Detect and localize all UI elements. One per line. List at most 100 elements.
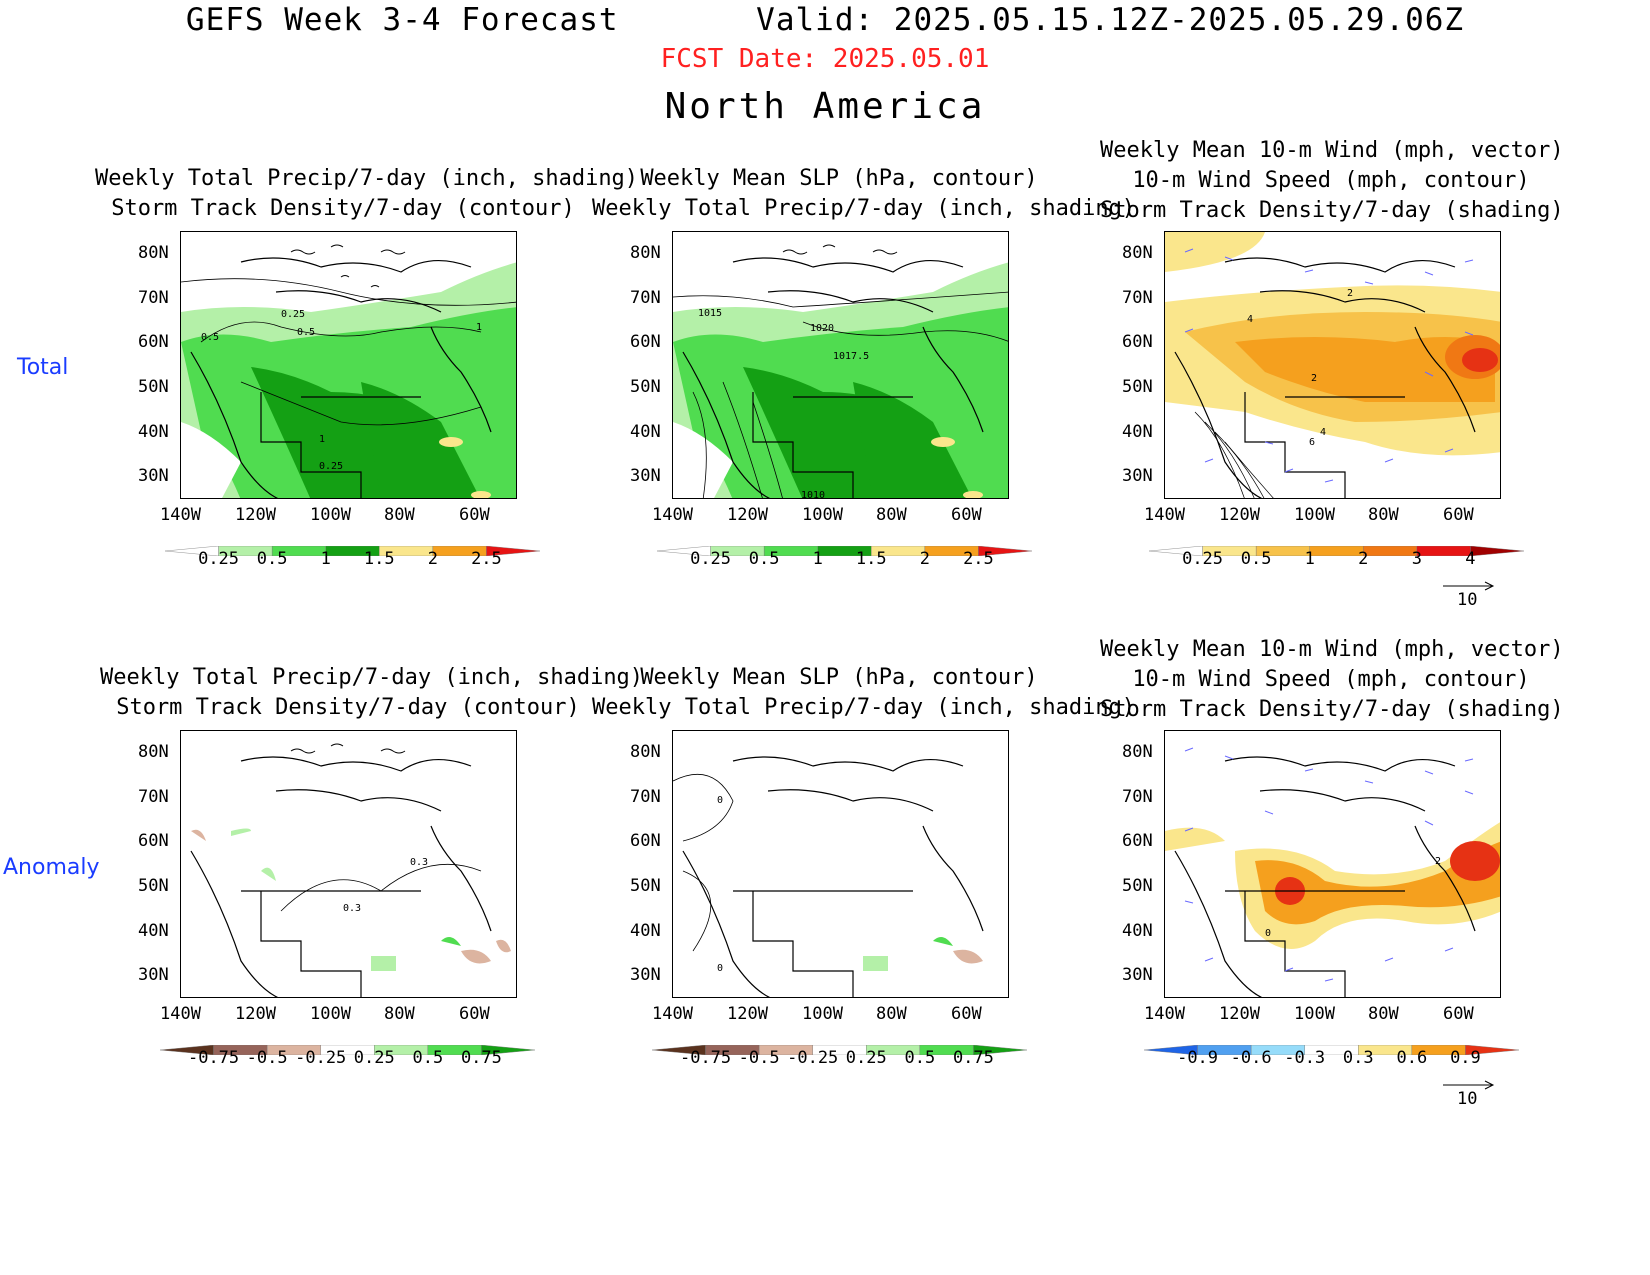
panel-title-line2: Weekly Total Precip/7-day (inch, shading… <box>592 196 1136 221</box>
colorbar-segment <box>978 545 1033 557</box>
colorbar-label: 0.25 <box>198 549 240 569</box>
figure-title: GEFS Week 3-4 Forecast Valid: 2025.05.15… <box>185 2 1465 38</box>
panel-title-precip-total: Weekly Total Precip/7-day (inch, shading… <box>95 164 638 224</box>
colorbar-label: 2.5 <box>471 549 502 569</box>
row-label-anomaly: Anomaly <box>3 855 100 880</box>
lat-tick-label: 60N <box>630 831 661 851</box>
colorbar-label: 0.5 <box>904 1048 936 1068</box>
colorbar-label: 0.75 <box>952 1048 994 1068</box>
panel-title-line2: Weekly Total Precip/7-day (inch, shading… <box>592 695 1136 720</box>
lat-tick-label: 50N <box>630 377 661 397</box>
lon-tick-label: 80W <box>876 1004 907 1024</box>
lat-tick-label: 30N <box>138 466 169 486</box>
colorbar-label: 0.25 <box>353 1048 395 1068</box>
lat-tick-label: 30N <box>1122 466 1153 486</box>
panel-title-line1: Weekly Mean 10-m Wind (mph, vector) <box>1100 138 1564 163</box>
lat-tick-label: 40N <box>630 921 661 941</box>
lon-tick-label: 100W <box>802 1004 843 1024</box>
colorbar-label: 2 <box>1358 549 1369 569</box>
colorbar-label: 1.5 <box>855 549 887 569</box>
lat-tick-label: 50N <box>1122 876 1153 896</box>
contour-label: 1 <box>319 434 325 445</box>
contour-label: 0.5 <box>297 327 315 338</box>
lat-tick-label: 80N <box>1122 243 1153 263</box>
colorbar-label: -0.6 <box>1230 1048 1272 1068</box>
lon-tick-label: 60W <box>951 1004 982 1024</box>
lat-tick-label: 30N <box>1122 965 1153 985</box>
map-precip-anom: 0.3 0.3 <box>180 730 517 998</box>
lon-tick-label: 60W <box>951 505 982 525</box>
contour-label: 1010 <box>801 490 825 499</box>
map-slp-total: 1015 1020 1017.5 1010 <box>672 231 1009 499</box>
lon-tick-label: 140W <box>160 1004 201 1024</box>
lat-tick-label: 70N <box>630 288 661 308</box>
map-slp-anom: 0 0 <box>672 730 1009 998</box>
panel-title-line1: Weekly Total Precip/7-day (inch, shading… <box>100 665 644 690</box>
map-wind-total: 4 2 2 4 6 <box>1164 231 1501 499</box>
vector-reference-label: 10 <box>1457 590 1478 610</box>
colorbar-label: 0.5 <box>1240 549 1272 569</box>
lon-tick-label: 140W <box>652 1004 693 1024</box>
map-wind-anom: 2 0 <box>1164 730 1501 998</box>
panel-title-precip-anom: Weekly Total Precip/7-day (inch, shading… <box>100 663 644 723</box>
vector-reference-anom: 10 <box>1443 1077 1497 1109</box>
lat-tick-label: 40N <box>630 422 661 442</box>
vector-reference-label: 10 <box>1457 1089 1478 1109</box>
lon-tick-label: 80W <box>384 505 415 525</box>
colorbar-label: -0.5 <box>246 1048 288 1068</box>
lat-tick-label: 50N <box>138 876 169 896</box>
panel-title-line3: Storm Track Density/7-day (shading) <box>1100 198 1564 223</box>
colorbar: -0.9 -0.6 -0.3 0.3 0.6 0.9 <box>1143 1040 1520 1068</box>
lon-tick-label: 60W <box>459 1004 490 1024</box>
lat-tick-label: 30N <box>630 466 661 486</box>
lat-tick-label: 80N <box>138 243 169 263</box>
contour-label: 1020 <box>810 323 834 334</box>
lat-tick-label: 80N <box>630 742 661 762</box>
colorbar-label: 1.5 <box>363 549 395 569</box>
lon-tick-label: 60W <box>1443 505 1474 525</box>
colorbar-label: -0.75 <box>187 1048 240 1068</box>
lon-tick-label: 100W <box>1294 1004 1335 1024</box>
forecast-date: FCST Date: 2025.05.01 <box>660 44 990 74</box>
lon-tick-label: 80W <box>384 1004 415 1024</box>
colorbar-segment <box>973 1044 1028 1056</box>
row-label-total: Total <box>17 355 69 380</box>
panel-title-line3: Storm Track Density/7-day (shading) <box>1100 697 1564 722</box>
lat-tick-label: 60N <box>1122 831 1153 851</box>
colorbar-label: 0.5 <box>412 1048 444 1068</box>
contour-label: 0 <box>1265 928 1271 939</box>
lat-tick-label: 50N <box>138 377 169 397</box>
lat-tick-label: 30N <box>138 965 169 985</box>
panel-title-line1: Weekly Mean 10-m Wind (mph, vector) <box>1100 637 1564 662</box>
lon-tick-label: 140W <box>652 505 693 525</box>
contour-label: 2 <box>1311 373 1317 384</box>
colorbar-label: 0.25 <box>1182 549 1224 569</box>
colorbar-label: 0.3 <box>1342 1048 1374 1068</box>
lon-tick-label: 100W <box>1294 505 1335 525</box>
lon-tick-label: 140W <box>1144 1004 1185 1024</box>
lon-tick-label: 120W <box>727 1004 768 1024</box>
region-title: North America <box>664 86 986 127</box>
panel-title-line2: 10-m Wind Speed (mph, contour) <box>1132 168 1530 193</box>
contour-label: 6 <box>1309 437 1315 448</box>
lon-tick-label: 80W <box>1368 1004 1399 1024</box>
contour-label: 2 <box>1347 288 1353 299</box>
colorbar-label: -0.9 <box>1177 1048 1219 1068</box>
lon-tick-label: 80W <box>1368 505 1399 525</box>
lat-tick-label: 80N <box>138 742 169 762</box>
lat-tick-label: 60N <box>1122 332 1153 352</box>
contour-label: 0.25 <box>319 461 343 472</box>
panel-title-wind-anom: Weekly Mean 10-m Wind (mph, vector) 10-m… <box>1100 635 1564 725</box>
colorbar-label: 0.9 <box>1450 1048 1481 1068</box>
map-precip-total: 0.25 0.5 1 0.5 1 0.25 <box>180 231 517 499</box>
colorbar-segment <box>1470 545 1525 557</box>
lon-tick-label: 140W <box>160 505 201 525</box>
lon-tick-label: 120W <box>1219 1004 1260 1024</box>
colorbar-label: 0.25 <box>690 549 732 569</box>
contour-label: 1 <box>476 322 482 333</box>
vector-reference-total: 10 <box>1443 578 1497 610</box>
colorbar-label: 2 <box>919 549 930 569</box>
contour-label: 1015 <box>698 308 722 319</box>
colorbar-label: 1 <box>1304 549 1315 569</box>
panel-title-line2: 10-m Wind Speed (mph, contour) <box>1132 667 1530 692</box>
